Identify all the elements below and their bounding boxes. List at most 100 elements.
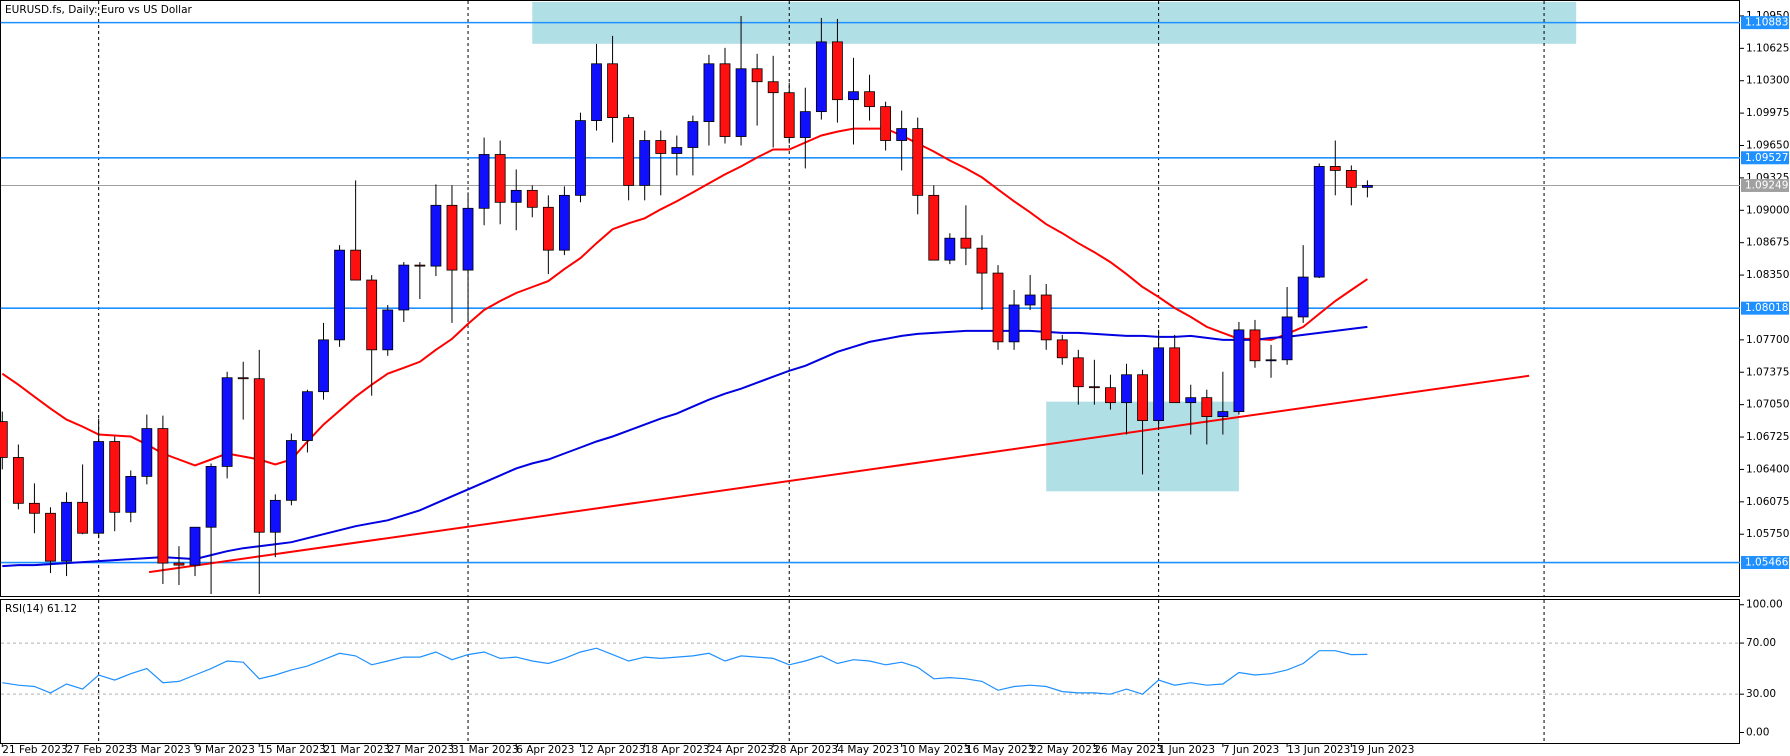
y-tick-label: 1.07700 (1746, 334, 1789, 346)
candle-body (639, 140, 651, 186)
x-tick-label: 4 May 2023 (837, 744, 899, 756)
y-tick-label: 1.07050 (1746, 399, 1789, 411)
candle-body (446, 204, 458, 271)
candle-body (237, 377, 249, 380)
rsi-y-tick-label: 100.00 (1746, 599, 1783, 611)
moving-average (2, 325, 1368, 568)
price-level-label: 1.08018 (1745, 302, 1788, 314)
x-tick-label: 31 Mar 2023 (452, 744, 519, 756)
candle-body (1137, 374, 1148, 421)
y-tick-label: 1.06075 (1746, 496, 1789, 508)
x-tick-label: 18 Apr 2023 (645, 744, 710, 756)
price-level-label: 1.05466 (1745, 557, 1789, 569)
candle-body (350, 249, 362, 281)
candle-body (125, 476, 137, 513)
candle-body (832, 41, 843, 101)
candle-body (542, 206, 554, 251)
x-tick-label: 15 Mar 2023 (259, 744, 326, 756)
candle-body (318, 339, 329, 393)
candle-body (253, 378, 265, 533)
candle-body (0, 421, 8, 458)
y-tick-label: 1.10300 (1746, 75, 1789, 87)
candle-body (334, 249, 345, 341)
price-level-tag (1741, 556, 1789, 570)
candle-body (575, 120, 586, 196)
x-tick-label: 7 Jun 2023 (1223, 744, 1279, 756)
x-tick-label: 21 Feb 2023 (2, 744, 67, 756)
candle-body (751, 68, 763, 83)
x-tick-label: 1 Jun 2023 (1159, 744, 1215, 756)
candle-body (607, 63, 618, 119)
candle-body (719, 63, 731, 137)
candle-body (1233, 329, 1245, 413)
candle-body (29, 502, 40, 514)
candle-body (109, 441, 121, 513)
candle-body (1265, 359, 1277, 362)
candle-body (1008, 304, 1020, 343)
candle-body (1313, 166, 1325, 278)
candle-body (1362, 184, 1373, 188)
candle-body (141, 428, 153, 477)
x-tick-label: 9 Mar 2023 (195, 744, 255, 756)
candle-body (671, 147, 683, 154)
candle-body (799, 111, 811, 138)
candle-body (864, 91, 875, 108)
candle-body (1329, 166, 1341, 171)
candle-body (77, 501, 88, 534)
price-level-tag (1741, 16, 1789, 30)
candle-body (398, 264, 410, 311)
candle-body (494, 154, 506, 203)
candle-body (944, 237, 956, 261)
candle-body (591, 63, 602, 121)
current-price-label: 1.09249 (1745, 179, 1788, 191)
candle-body (510, 189, 522, 203)
candle-body (848, 91, 859, 101)
y-tick-label: 1.08675 (1746, 237, 1789, 249)
candle-body (285, 440, 297, 501)
candle-body (12, 457, 24, 504)
x-tick-label: 6 Apr 2023 (516, 744, 574, 756)
candle-body (205, 466, 217, 528)
x-tick-label: 19 Jun 2023 (1351, 744, 1414, 756)
candle-body (526, 189, 538, 208)
x-tick-label: 13 Jun 2023 (1287, 744, 1350, 756)
x-tick-label: 16 May 2023 (966, 744, 1034, 756)
y-tick-label: 1.06400 (1746, 463, 1789, 475)
candle-body (1040, 294, 1052, 341)
candle-body (269, 499, 281, 533)
y-tick-label: 1.09650 (1746, 140, 1789, 152)
rsi-y-tick-label: 30.00 (1746, 688, 1776, 700)
rsi-y-tick-label: 0.00 (1746, 727, 1769, 739)
candle-body (414, 264, 426, 267)
y-tick-label: 1.05750 (1746, 528, 1789, 540)
price-level-tag (1741, 301, 1789, 315)
candle-body (1249, 329, 1261, 362)
candle-body (366, 279, 378, 351)
candle-body (382, 309, 394, 351)
x-tick-label: 21 Mar 2023 (324, 744, 391, 756)
candle-body (912, 128, 924, 196)
x-tick-label: 10 May 2023 (902, 744, 970, 756)
candle-body (767, 81, 779, 94)
y-tick-label: 1.09975 (1746, 107, 1789, 119)
candle-body (462, 207, 474, 271)
x-tick-label: 22 May 2023 (1030, 744, 1098, 756)
price-level-tag (1741, 151, 1789, 165)
candle-body (815, 41, 827, 113)
y-tick-label: 1.06725 (1746, 431, 1789, 443)
current-price-tag (1741, 178, 1789, 192)
candle-body (880, 106, 891, 141)
candle-body (173, 562, 185, 566)
candle-body (1024, 294, 1036, 306)
candle-body (1217, 411, 1229, 418)
candle-body (61, 501, 72, 562)
price-level-label: 1.09527 (1745, 152, 1788, 164)
y-tick-label: 1.07375 (1746, 366, 1789, 378)
candle-body (189, 526, 201, 566)
candle-body (1088, 386, 1100, 389)
candle-body (1105, 387, 1116, 404)
candle-body (976, 247, 988, 274)
candle-body (157, 428, 169, 564)
candle-body (45, 512, 56, 562)
